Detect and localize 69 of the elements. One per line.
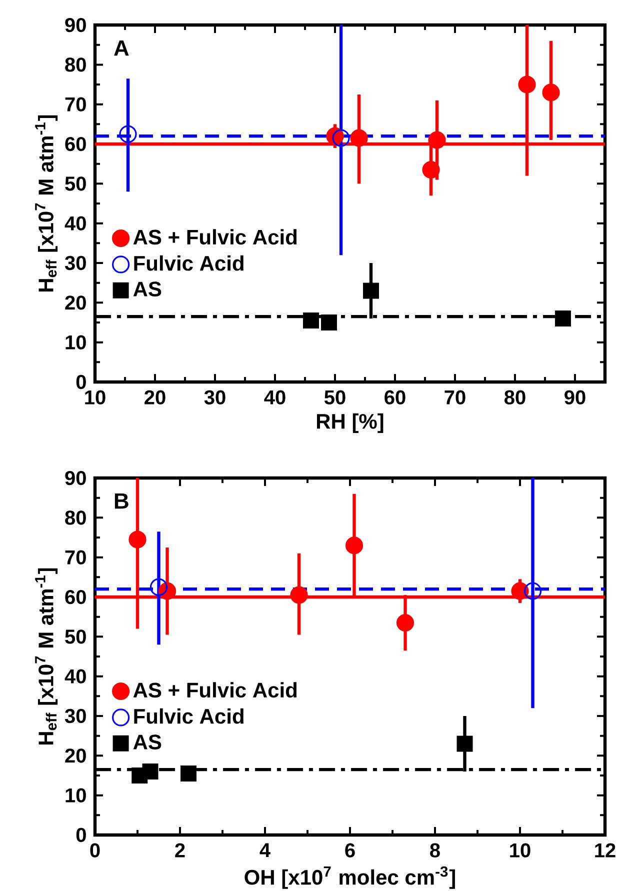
x-tick-label: 20 <box>144 390 166 404</box>
x-tick-label: 50 <box>324 390 346 404</box>
point <box>150 578 168 596</box>
y-tick-label: 70 <box>65 97 86 112</box>
y-tick-label: 70 <box>65 550 86 564</box>
y-axis-title: H$_{eff}$ [x10$^{7}$ M atm$^{-1}$] <box>35 568 58 744</box>
x-tick-label: 30 <box>204 390 226 404</box>
x-tick-label: 2 <box>175 843 185 858</box>
x-tick-label: 6 <box>345 843 355 858</box>
x-tick-label: 4 <box>260 843 270 858</box>
x-axis-title: OH [x10$^{7}$ molec cm$^{-3}$] <box>244 866 455 889</box>
legend-label: AS <box>133 282 162 296</box>
y-tick-label: 40 <box>64 216 86 230</box>
point <box>320 314 337 331</box>
y-tick-label: 20 <box>65 296 86 310</box>
annotation: B <box>114 493 128 509</box>
y-tick-label: 10 <box>66 788 86 802</box>
y-tick-label: 80 <box>65 510 86 525</box>
point <box>128 530 146 548</box>
point <box>362 282 379 299</box>
point <box>302 312 319 329</box>
point <box>396 614 414 632</box>
legend-label: AS + Fulvic Acid <box>133 229 297 245</box>
point <box>142 764 158 780</box>
y-tick-label: 0 <box>76 828 86 842</box>
x-tick-label: 8 <box>430 843 440 858</box>
x-tick-label: 10 <box>85 390 106 404</box>
point <box>350 129 368 147</box>
legend-label: AS + Fulvic Acid <box>133 682 297 698</box>
point <box>542 84 560 102</box>
point <box>524 582 542 600</box>
point <box>456 736 473 752</box>
point <box>180 766 196 782</box>
legend-label: AS <box>133 734 162 750</box>
y-tick-label: 10 <box>66 335 86 350</box>
point <box>422 161 440 179</box>
x-tick-label: 90 <box>564 390 586 404</box>
point <box>119 125 137 143</box>
y-tick-label: 0 <box>76 374 86 390</box>
legend-label: Fulvic Acid <box>134 255 244 271</box>
y-tick-label: 80 <box>65 58 86 72</box>
annotation: A <box>114 40 129 56</box>
y-tick-label: 90 <box>65 470 86 486</box>
y-tick-label: 60 <box>65 136 86 152</box>
y-tick-label: 50 <box>65 630 86 644</box>
point <box>290 586 308 604</box>
x-tick-label: 40 <box>264 390 286 404</box>
point <box>428 131 446 149</box>
point <box>518 76 536 94</box>
y-tick-label: 60 <box>65 590 86 604</box>
x-tick-label: 60 <box>384 390 406 404</box>
x-tick-label: 0 <box>90 843 100 858</box>
point <box>345 536 364 554</box>
y-tick-label: 30 <box>64 708 86 724</box>
y-tick-label: 40 <box>64 669 86 684</box>
y-axis-title: H$_{eff}$ [x10$^{7}$ M atm$^{-1}$] <box>35 115 58 292</box>
x-tick-label: 12 <box>595 843 616 858</box>
y-tick-label: 30 <box>64 256 86 270</box>
x-tick-label: 80 <box>504 390 526 404</box>
legend-label: Fulvic Acid <box>134 708 244 724</box>
point <box>554 310 571 327</box>
x-tick-label: 70 <box>444 390 466 404</box>
x-tick-label: 10 <box>510 843 530 858</box>
point <box>511 582 529 600</box>
y-tick-label: 50 <box>65 176 86 191</box>
point <box>332 129 350 147</box>
y-tick-label: 20 <box>65 748 86 763</box>
y-tick-label: 90 <box>65 18 86 32</box>
x-axis-title: RH [%] <box>316 413 384 433</box>
